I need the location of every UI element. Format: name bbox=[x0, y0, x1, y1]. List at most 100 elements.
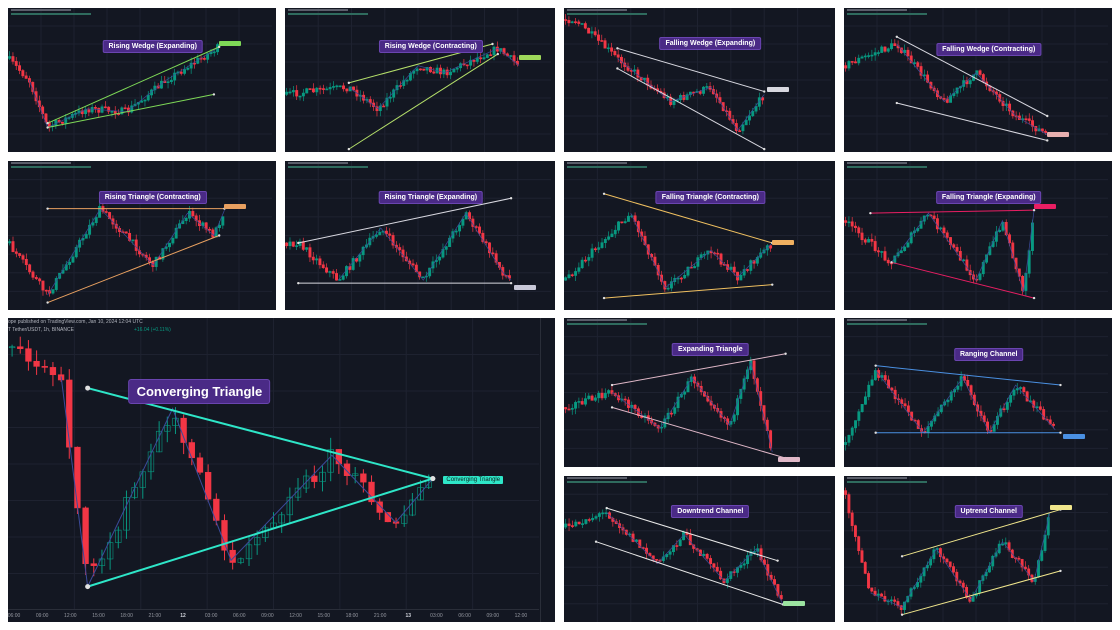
candle bbox=[254, 537, 261, 546]
candle bbox=[574, 402, 578, 409]
pivot-point bbox=[430, 476, 436, 482]
candle bbox=[736, 398, 740, 416]
candle bbox=[574, 521, 578, 527]
candle bbox=[465, 64, 469, 67]
lower-trend-line[interactable] bbox=[901, 570, 1061, 616]
lower-trend-line[interactable] bbox=[87, 477, 434, 588]
candle bbox=[574, 21, 577, 23]
candle bbox=[844, 442, 848, 445]
lower-trend-line[interactable] bbox=[604, 284, 773, 299]
candle bbox=[301, 241, 305, 250]
lower-trend-line[interactable] bbox=[891, 261, 1035, 299]
candle bbox=[746, 369, 749, 380]
candle bbox=[421, 276, 425, 279]
candle bbox=[288, 91, 292, 94]
pattern-title: Rising Triangle (Contracting) bbox=[98, 190, 207, 204]
chart-canvas bbox=[564, 476, 831, 622]
pivot-point bbox=[763, 90, 766, 93]
candle bbox=[716, 252, 720, 255]
candle bbox=[749, 260, 753, 271]
candle bbox=[597, 247, 601, 250]
candle bbox=[574, 271, 578, 276]
candle bbox=[978, 70, 982, 75]
lower-trend-line[interactable] bbox=[617, 68, 765, 150]
candle bbox=[623, 62, 627, 67]
price-axis[interactable] bbox=[540, 318, 555, 622]
upper-trend-line[interactable] bbox=[896, 36, 1048, 117]
ohlc-line bbox=[847, 481, 927, 483]
zigzag-line bbox=[611, 361, 773, 453]
pattern-chart-panel: Uptrend Channel bbox=[844, 476, 1112, 622]
chart-header bbox=[847, 9, 907, 11]
candle bbox=[360, 473, 367, 483]
time-tick: 06:00 bbox=[8, 613, 21, 619]
candle bbox=[666, 287, 670, 290]
pattern-label bbox=[1034, 204, 1057, 210]
chart-header bbox=[567, 162, 627, 164]
candle bbox=[719, 253, 723, 265]
chart-canvas bbox=[285, 8, 551, 152]
upper-trend-line[interactable] bbox=[606, 507, 778, 562]
candle bbox=[998, 230, 1002, 233]
upper-trend-line[interactable] bbox=[870, 209, 1035, 214]
candle bbox=[311, 88, 315, 93]
pivot-point bbox=[771, 283, 774, 286]
zigzag-line bbox=[60, 376, 434, 589]
candle bbox=[186, 67, 190, 70]
candle bbox=[325, 267, 329, 273]
pivot-point bbox=[347, 81, 351, 85]
upper-trend-line[interactable] bbox=[611, 353, 786, 386]
candle bbox=[567, 523, 571, 526]
candle bbox=[140, 100, 144, 103]
candle bbox=[14, 61, 18, 66]
time-tick: 06:00 bbox=[458, 613, 471, 619]
upper-trend-line[interactable] bbox=[603, 193, 773, 244]
lower-trend-line[interactable] bbox=[47, 235, 220, 304]
candle bbox=[636, 69, 640, 78]
upper-trend-line[interactable] bbox=[901, 509, 1061, 557]
candle bbox=[1011, 242, 1015, 259]
pivot-point bbox=[605, 506, 608, 510]
candle bbox=[847, 494, 851, 514]
time-axis[interactable]: 06:00 09:00 12:00 15:00 18:00 21:00 12 03:00 06:… bbox=[8, 609, 539, 622]
candle bbox=[739, 274, 743, 281]
candle bbox=[610, 233, 614, 238]
time-tick: 15:00 bbox=[317, 613, 331, 619]
candle bbox=[942, 227, 946, 234]
lower-trend-line[interactable] bbox=[348, 53, 499, 150]
candle bbox=[863, 562, 867, 574]
candle bbox=[1046, 517, 1050, 536]
chart-header bbox=[847, 162, 907, 164]
chart-canvas bbox=[564, 8, 831, 152]
upper-trend-line[interactable] bbox=[47, 93, 215, 129]
candle bbox=[24, 258, 28, 266]
pattern-title: Downtrend Channel bbox=[671, 505, 750, 519]
candle bbox=[899, 250, 903, 254]
chart-header bbox=[11, 9, 71, 11]
candle bbox=[425, 67, 429, 71]
ohlc-line bbox=[11, 166, 91, 168]
candle bbox=[1035, 406, 1039, 409]
candle bbox=[883, 375, 887, 381]
upper-trend-line[interactable] bbox=[617, 47, 765, 92]
candle bbox=[619, 56, 623, 64]
candle bbox=[593, 31, 597, 36]
pattern-label bbox=[766, 87, 789, 93]
lower-trend-line[interactable] bbox=[47, 46, 220, 124]
candle bbox=[305, 247, 309, 250]
candle bbox=[607, 390, 611, 394]
candle bbox=[613, 51, 617, 56]
lower-trend-line[interactable] bbox=[595, 541, 784, 605]
candle bbox=[916, 228, 920, 232]
candle bbox=[103, 106, 107, 109]
lower-trend-line[interactable] bbox=[896, 102, 1048, 141]
chart-canvas bbox=[8, 318, 539, 610]
chart-header bbox=[567, 477, 627, 479]
candle bbox=[699, 254, 703, 258]
lower-trend-line[interactable] bbox=[611, 406, 786, 459]
upper-trend-line[interactable] bbox=[298, 197, 512, 244]
candle bbox=[883, 46, 887, 52]
candle bbox=[728, 110, 732, 120]
candle bbox=[385, 97, 389, 107]
upper-trend-line[interactable] bbox=[875, 365, 1061, 386]
